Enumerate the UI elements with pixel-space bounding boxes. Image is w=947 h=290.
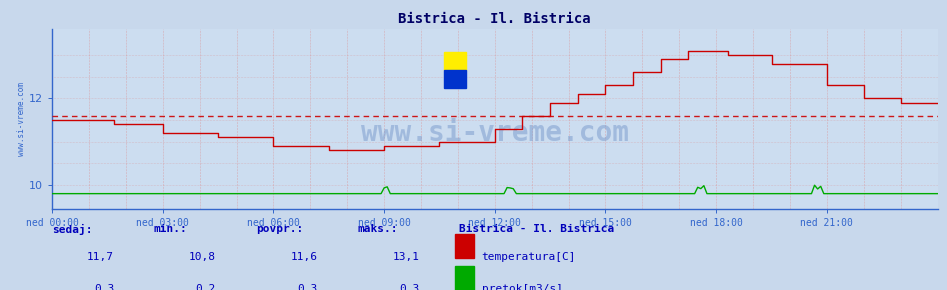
Text: 0,3: 0,3 bbox=[94, 284, 114, 290]
Text: 11,7: 11,7 bbox=[87, 252, 114, 262]
Polygon shape bbox=[444, 70, 466, 88]
Text: maks.:: maks.: bbox=[358, 224, 398, 234]
Text: 0,3: 0,3 bbox=[400, 284, 420, 290]
Text: www.si-vreme.com: www.si-vreme.com bbox=[361, 119, 629, 147]
FancyBboxPatch shape bbox=[455, 266, 474, 290]
Text: 0,2: 0,2 bbox=[196, 284, 216, 290]
Text: min.:: min.: bbox=[154, 224, 188, 234]
Text: temperatura[C]: temperatura[C] bbox=[481, 252, 576, 262]
Text: sedaj:: sedaj: bbox=[52, 224, 93, 235]
Text: 0,3: 0,3 bbox=[297, 284, 318, 290]
Text: Bistrica - Il. Bistrica: Bistrica - Il. Bistrica bbox=[459, 224, 615, 234]
Title: Bistrica - Il. Bistrica: Bistrica - Il. Bistrica bbox=[399, 12, 591, 26]
Text: 13,1: 13,1 bbox=[393, 252, 420, 262]
Text: pretok[m3/s]: pretok[m3/s] bbox=[481, 284, 563, 290]
FancyBboxPatch shape bbox=[455, 234, 474, 258]
Text: 10,8: 10,8 bbox=[188, 252, 216, 262]
Text: 11,6: 11,6 bbox=[291, 252, 318, 262]
Y-axis label: www.si-vreme.com: www.si-vreme.com bbox=[17, 82, 27, 156]
Text: povpr.:: povpr.: bbox=[256, 224, 303, 234]
Polygon shape bbox=[444, 52, 466, 70]
